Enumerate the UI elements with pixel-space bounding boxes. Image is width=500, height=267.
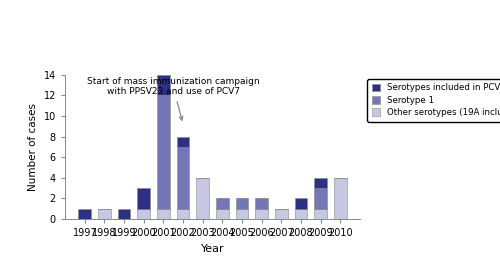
Bar xyxy=(255,209,268,219)
Bar xyxy=(176,209,190,219)
Bar xyxy=(275,209,287,219)
Bar xyxy=(176,147,190,209)
Bar xyxy=(157,209,170,219)
Bar xyxy=(138,209,150,219)
X-axis label: Year: Year xyxy=(200,244,224,254)
Bar xyxy=(78,209,91,219)
Bar xyxy=(138,188,150,209)
Bar xyxy=(314,178,327,188)
Bar xyxy=(236,209,248,219)
Bar xyxy=(176,136,190,147)
Bar xyxy=(236,198,248,209)
Bar xyxy=(314,209,327,219)
Bar xyxy=(118,209,130,219)
Bar xyxy=(334,178,346,219)
Bar xyxy=(314,188,327,209)
Bar xyxy=(196,178,209,219)
Bar xyxy=(216,198,228,209)
Bar xyxy=(294,198,308,209)
Y-axis label: Number of cases: Number of cases xyxy=(28,103,38,191)
Bar xyxy=(157,95,170,209)
Bar xyxy=(216,209,228,219)
Text: Start of mass immunization campaign
with PPSV23 and use of PCV7: Start of mass immunization campaign with… xyxy=(87,77,260,120)
Bar xyxy=(98,209,111,219)
Legend: Serotypes included in PCV7, Serotype 1, Other serotypes (19A included ): Serotypes included in PCV7, Serotype 1, … xyxy=(368,79,500,121)
Bar xyxy=(157,75,170,95)
Bar xyxy=(294,209,308,219)
Bar xyxy=(255,198,268,209)
